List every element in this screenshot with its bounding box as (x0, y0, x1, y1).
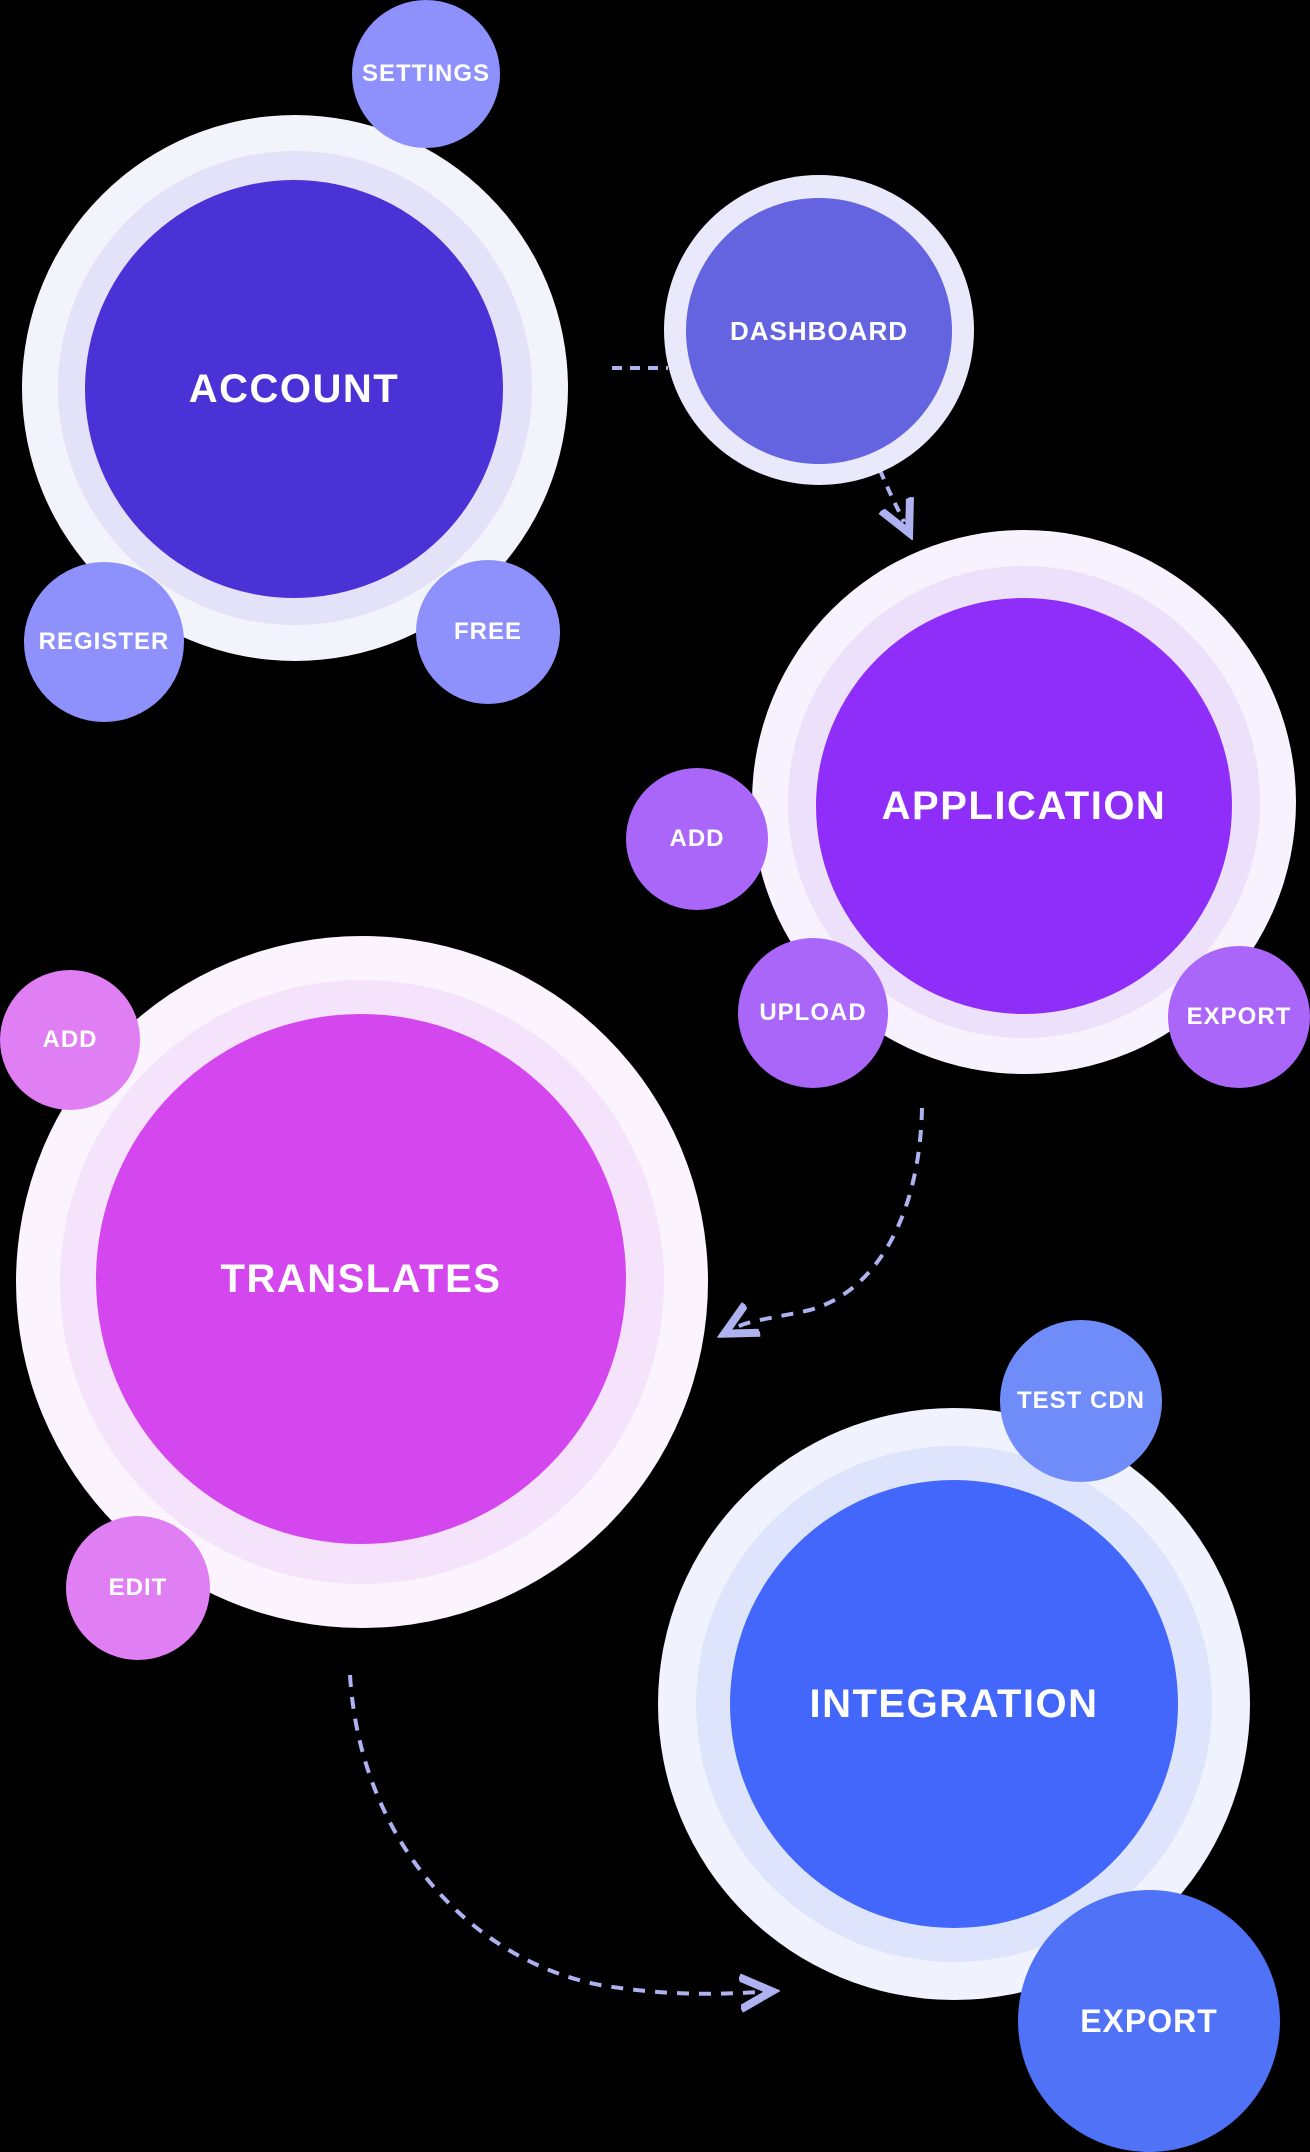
test-cdn-node[interactable]: TEST CDN (1000, 1320, 1162, 1482)
settings-node[interactable]: SETTINGS (352, 0, 500, 148)
translates-edit-node[interactable]: EDIT (66, 1516, 210, 1660)
translates-node[interactable]: TRANSLATES (96, 1014, 626, 1544)
application-node[interactable]: APPLICATION (816, 598, 1232, 1014)
integration-export-node[interactable]: EXPORT (1018, 1890, 1280, 2152)
register-node[interactable]: REGISTER (24, 562, 184, 722)
arrow-dashboard-application (878, 469, 904, 522)
account-node[interactable]: ACCOUNT (85, 180, 503, 598)
application-add-node[interactable]: ADD (626, 768, 768, 910)
translates-add-node[interactable]: ADD (0, 970, 140, 1110)
arrow-translates-integration (348, 1674, 760, 1994)
arrow-application-translates (735, 1107, 924, 1328)
free-node[interactable]: FREE (416, 560, 560, 704)
application-upload-node[interactable]: UPLOAD (738, 938, 888, 1088)
integration-node[interactable]: INTEGRATION (730, 1480, 1178, 1928)
dashboard-node[interactable]: DASHBOARD (686, 198, 952, 464)
application-export-node[interactable]: EXPORT (1168, 946, 1310, 1088)
